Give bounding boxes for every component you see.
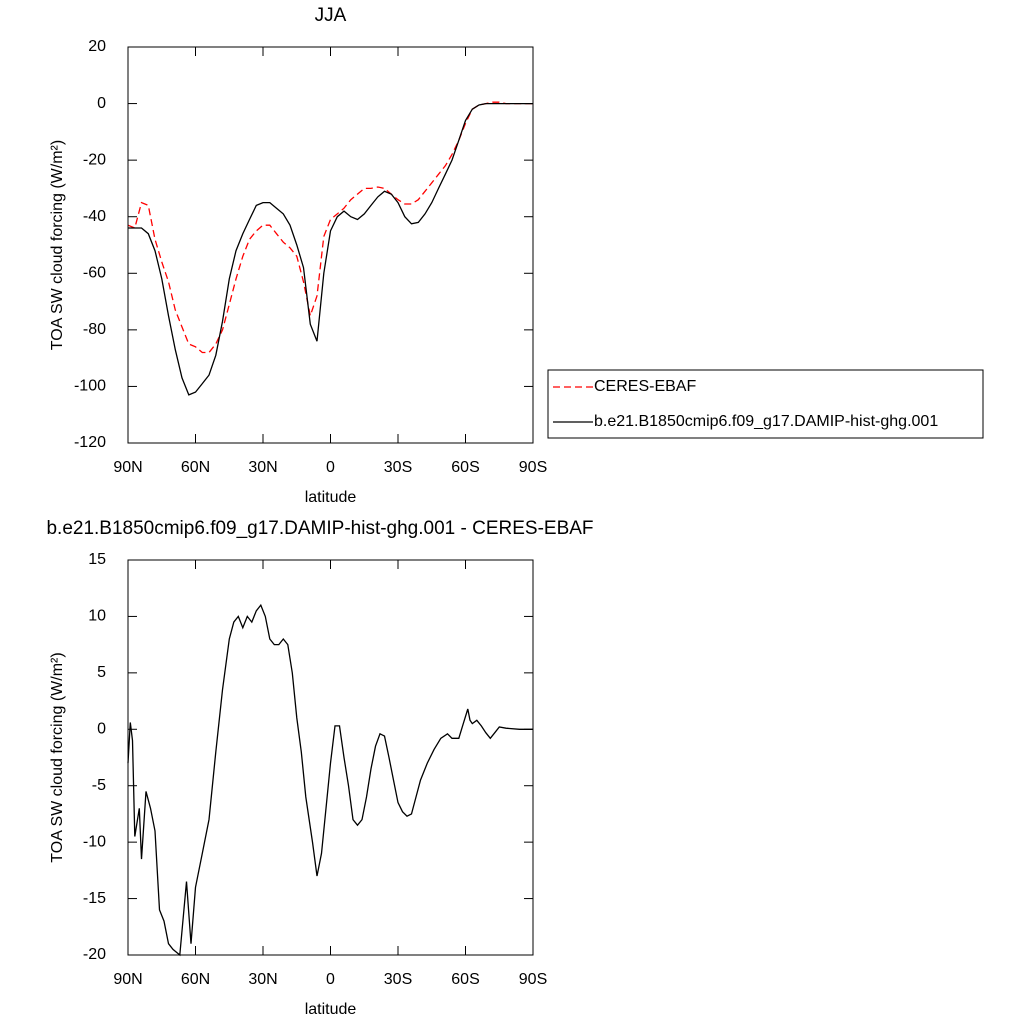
y-axis-label: TOA SW cloud forcing (W/m²) (49, 140, 66, 350)
y-tick-label: -10 (83, 833, 106, 850)
x-tick-label: 60N (181, 459, 210, 476)
plot-frame (127, 559, 534, 956)
x-tick-label: 90N (113, 971, 142, 988)
x-tick-label: 90N (113, 459, 142, 476)
x-tick-label: 30S (384, 459, 412, 476)
x-axis-label: latitude (305, 1001, 357, 1018)
y-tick-label: -80 (83, 321, 106, 338)
y-tick-label: -60 (83, 265, 106, 282)
x-tick-label: 60S (451, 971, 479, 988)
legend-label: b.e21.B1850cmip6.f09_g17.DAMIP-hist-ghg.… (594, 413, 938, 430)
legend-box (547, 369, 984, 439)
plot-frame (127, 46, 534, 444)
y-tick-label: -20 (83, 151, 106, 168)
y-axis-label: TOA SW cloud forcing (W/m²) (49, 652, 66, 862)
data-line (127, 603, 533, 957)
x-tick-label: 30N (248, 971, 277, 988)
x-tick-label: 30S (384, 971, 412, 988)
chart-title: b.e21.B1850cmip6.f09_g17.DAMIP-hist-ghg.… (46, 518, 593, 539)
y-tick-label: -40 (83, 208, 106, 225)
x-tick-label: 60S (451, 459, 479, 476)
x-tick-label: 90S (519, 459, 547, 476)
y-tick-label: -15 (83, 890, 106, 907)
y-tick-label: 0 (97, 721, 106, 738)
chart-title: JJA (315, 5, 347, 26)
data-line (128, 102, 533, 396)
y-tick-label: 10 (88, 608, 106, 625)
x-axis-label: latitude (305, 489, 357, 506)
x-tick-label: 90S (519, 971, 547, 988)
y-tick-label: 0 (97, 95, 106, 112)
y-tick-label: -100 (74, 378, 106, 395)
y-tick-label: 20 (88, 38, 106, 55)
x-tick-label: 30N (248, 459, 277, 476)
y-tick-label: 5 (97, 664, 106, 681)
x-tick-label: 60N (181, 971, 210, 988)
y-tick-label: 15 (88, 551, 106, 568)
x-tick-label: 0 (326, 459, 335, 476)
data-line (127, 101, 533, 354)
x-tick-label: 0 (326, 971, 335, 988)
y-tick-label: -5 (92, 777, 106, 794)
legend-label: CERES-EBAF (594, 378, 696, 395)
y-tick-label: -20 (83, 946, 106, 963)
y-tick-label: -120 (74, 434, 106, 451)
